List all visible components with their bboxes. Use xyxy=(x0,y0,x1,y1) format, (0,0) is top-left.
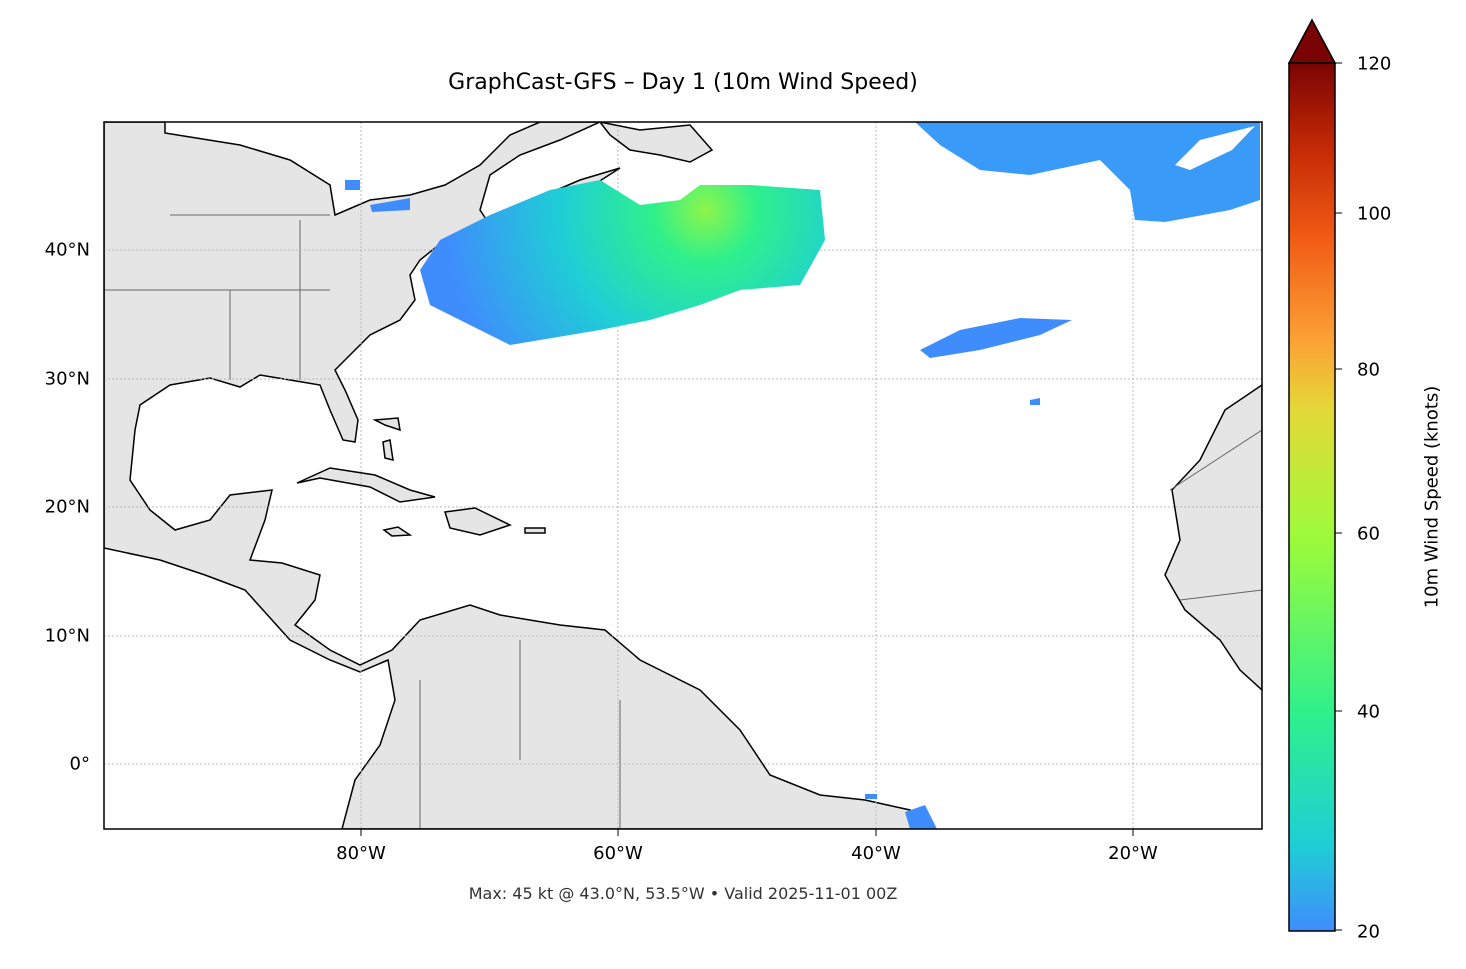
chart-title: GraphCast-GFS – Day 1 (10m Wind Speed) xyxy=(448,70,918,95)
cuba xyxy=(296,467,436,503)
y-tick-label: 10°N xyxy=(44,625,90,647)
x-tick-label: 40°W xyxy=(851,843,901,864)
colorbar-tick-label: 20 xyxy=(1357,921,1380,943)
africa xyxy=(1164,384,1262,692)
colorbar xyxy=(1287,18,1342,932)
colorbar-label: 10m Wind Speed (knots) xyxy=(1421,385,1443,609)
x-tick-label: 60°W xyxy=(593,843,643,864)
wind-region-south xyxy=(865,794,937,829)
y-tick-label: 30°N xyxy=(44,368,90,390)
wind-region-central-atlantic xyxy=(920,318,1072,358)
colorbar-tick-label: 100 xyxy=(1357,203,1392,225)
colorbar-tick-label: 40 xyxy=(1357,701,1380,723)
y-tick-label: 20°N xyxy=(44,496,90,518)
footer-caption: Max: 45 kt @ 43.0°N, 53.5°W • Valid 2025… xyxy=(468,884,898,903)
wind-region-north-atlantic xyxy=(915,122,1260,222)
map-frame xyxy=(103,121,1263,830)
colorbar-tick-label: 80 xyxy=(1357,359,1380,381)
hispaniola xyxy=(444,507,512,536)
newfoundland xyxy=(599,122,714,163)
x-tick-label: 20°W xyxy=(1108,843,1158,864)
y-tick-label: 40°N xyxy=(44,239,90,261)
colorbar-tick-label: 120 xyxy=(1357,53,1392,75)
colorbar-gradient xyxy=(1288,62,1336,932)
bahamas xyxy=(372,417,401,462)
wind-field xyxy=(345,122,1260,829)
x-ticks xyxy=(360,829,1134,836)
y-tick-label: 0° xyxy=(69,753,90,775)
colorbar-tick-label: 60 xyxy=(1357,523,1380,545)
colorbar-extend-arrow xyxy=(1287,18,1337,64)
x-tick-label: 80°W xyxy=(336,843,386,864)
jamaica xyxy=(382,526,413,537)
wind-region-northwest-atlantic xyxy=(420,180,825,345)
puerto-rico xyxy=(524,527,546,534)
land xyxy=(104,122,1262,829)
gridlines xyxy=(104,122,1262,829)
